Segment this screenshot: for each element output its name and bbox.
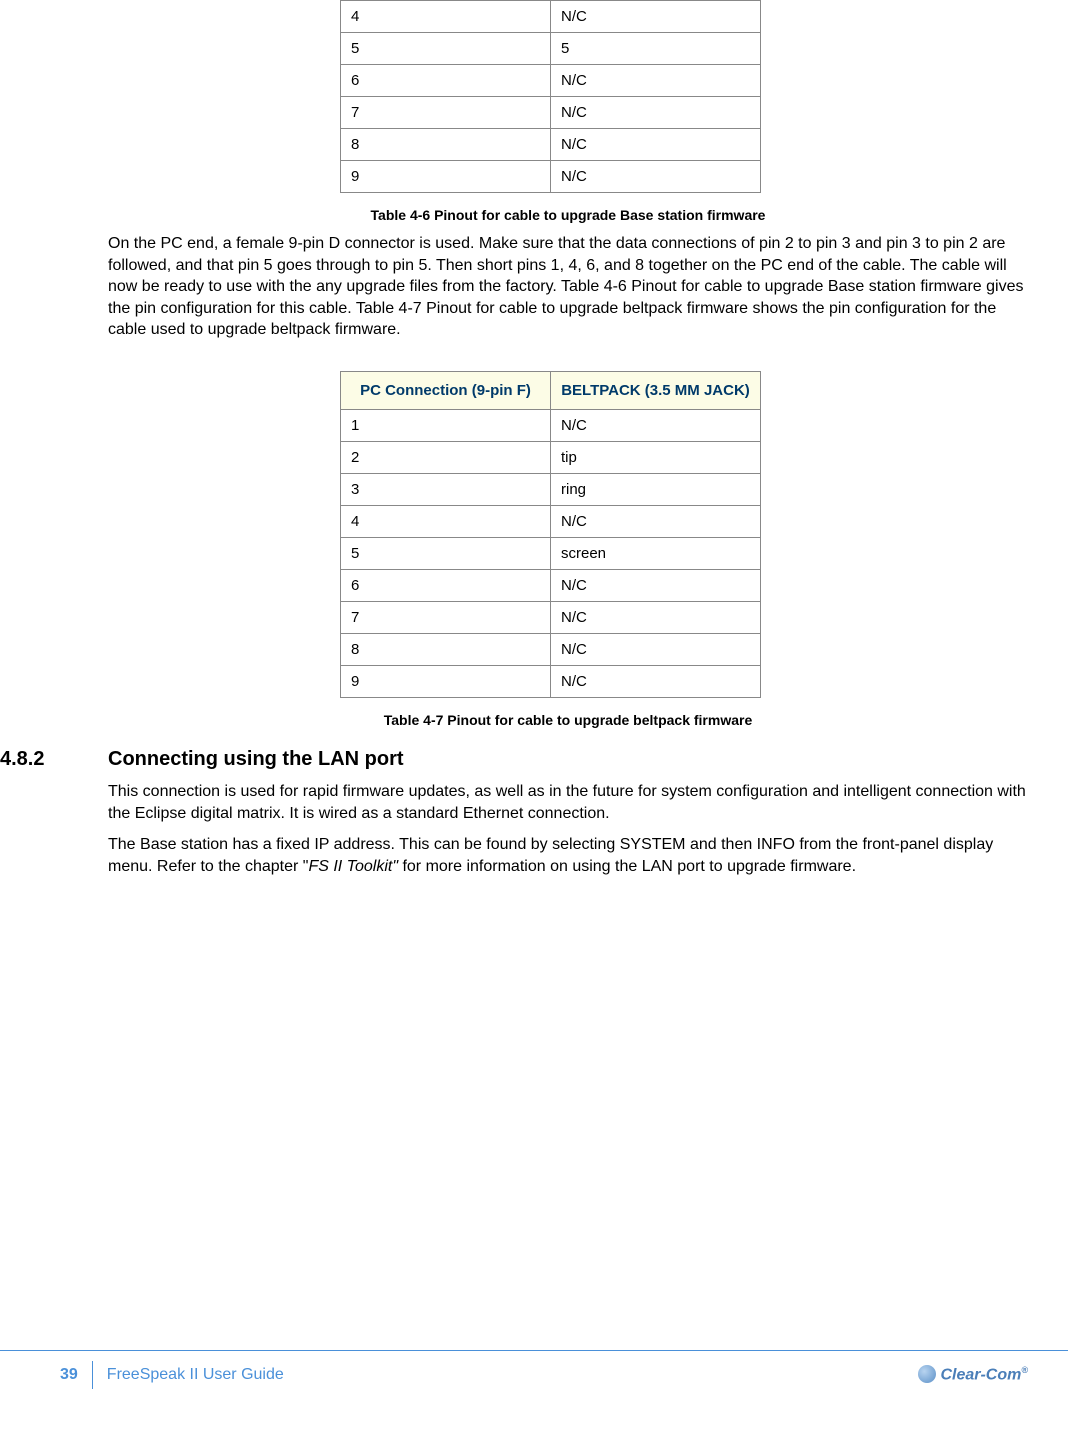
cell: 2 bbox=[341, 441, 551, 473]
cell: N/C bbox=[551, 569, 761, 601]
section-number: 4.8.2 bbox=[0, 748, 44, 771]
footer-left: 39 FreeSpeak II User Guide bbox=[60, 1361, 284, 1389]
cell: screen bbox=[551, 537, 761, 569]
page-number: 39 bbox=[60, 1361, 93, 1389]
table-row: 9 N/C bbox=[341, 665, 761, 697]
cell: 5 bbox=[341, 537, 551, 569]
cell: N/C bbox=[551, 65, 761, 97]
paragraph-3-italic: FS II Toolkit" bbox=[308, 858, 398, 875]
table-row: 3 ring bbox=[341, 473, 761, 505]
paragraph-2: This connection is used for rapid firmwa… bbox=[108, 781, 1028, 824]
table-row: 9 N/C bbox=[341, 161, 761, 193]
cell: 6 bbox=[341, 569, 551, 601]
cell: 7 bbox=[341, 97, 551, 129]
table-row: 4 N/C bbox=[341, 505, 761, 537]
cell: 9 bbox=[341, 665, 551, 697]
cell: 7 bbox=[341, 601, 551, 633]
table-row: 5 5 bbox=[341, 33, 761, 65]
globe-icon bbox=[918, 1365, 936, 1383]
cell: 5 bbox=[341, 33, 551, 65]
cell: 9 bbox=[341, 161, 551, 193]
table-row: 8 N/C bbox=[341, 129, 761, 161]
cell: tip bbox=[551, 441, 761, 473]
cell: N/C bbox=[551, 665, 761, 697]
table-row: 7 N/C bbox=[341, 601, 761, 633]
pinout-table-1: 4 N/C 5 5 6 N/C 7 N/C 8 N/C 9 N/C bbox=[340, 0, 761, 193]
cell: N/C bbox=[551, 161, 761, 193]
table-caption-1: Table 4-6 Pinout for cable to upgrade Ba… bbox=[108, 207, 1028, 223]
cell: N/C bbox=[551, 129, 761, 161]
cell: 8 bbox=[341, 633, 551, 665]
table-row: 5 screen bbox=[341, 537, 761, 569]
section-heading: 4.8.2 Connecting using the LAN port bbox=[0, 748, 1028, 771]
table-row: 2 tip bbox=[341, 441, 761, 473]
section-title: Connecting using the LAN port bbox=[108, 748, 404, 770]
cell: 1 bbox=[341, 409, 551, 441]
table-row: 1 N/C bbox=[341, 409, 761, 441]
table-row: 6 N/C bbox=[341, 569, 761, 601]
page-footer: 39 FreeSpeak II User Guide Clear-Com® bbox=[0, 1350, 1068, 1398]
cell: N/C bbox=[551, 409, 761, 441]
cell: 5 bbox=[551, 33, 761, 65]
cell: 4 bbox=[341, 1, 551, 33]
column-header: BELTPACK (3.5 MM JACK) bbox=[551, 371, 761, 409]
table-row: 8 N/C bbox=[341, 633, 761, 665]
guide-title: FreeSpeak II User Guide bbox=[107, 1366, 284, 1384]
cell: 8 bbox=[341, 129, 551, 161]
cell: 3 bbox=[341, 473, 551, 505]
cell: N/C bbox=[551, 505, 761, 537]
paragraph-3-text-post: for more information on using the LAN po… bbox=[398, 858, 856, 875]
table-header-row: PC Connection (9-pin F) BELTPACK (3.5 MM… bbox=[341, 371, 761, 409]
logo-text: Clear-Com® bbox=[940, 1365, 1028, 1384]
brand-logo: Clear-Com® bbox=[918, 1365, 1028, 1384]
cell: 4 bbox=[341, 505, 551, 537]
table-caption-2: Table 4-7 Pinout for cable to upgrade be… bbox=[108, 712, 1028, 728]
table-row: 4 N/C bbox=[341, 1, 761, 33]
table-row: 6 N/C bbox=[341, 65, 761, 97]
cell: 6 bbox=[341, 65, 551, 97]
cell: N/C bbox=[551, 633, 761, 665]
pinout-table-2: PC Connection (9-pin F) BELTPACK (3.5 MM… bbox=[340, 371, 761, 698]
cell: N/C bbox=[551, 97, 761, 129]
column-header: PC Connection (9-pin F) bbox=[341, 371, 551, 409]
paragraph-1: On the PC end, a female 9-pin D connecto… bbox=[108, 233, 1028, 341]
table-row: 7 N/C bbox=[341, 97, 761, 129]
cell: ring bbox=[551, 473, 761, 505]
cell: N/C bbox=[551, 1, 761, 33]
cell: N/C bbox=[551, 601, 761, 633]
paragraph-3: The Base station has a fixed IP address.… bbox=[108, 834, 1028, 877]
